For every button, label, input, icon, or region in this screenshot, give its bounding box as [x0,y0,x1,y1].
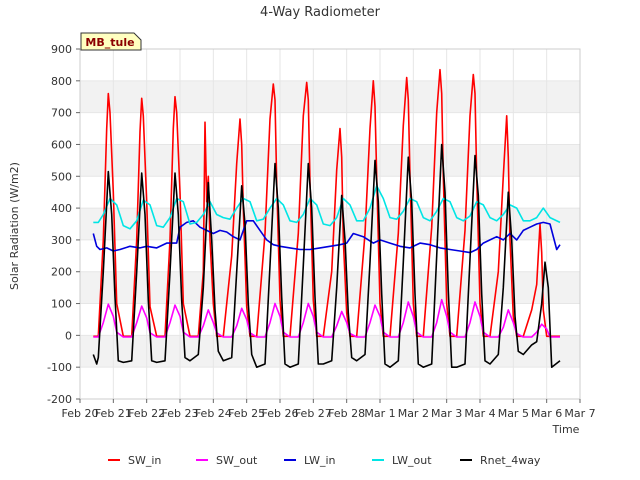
legend-label-lw-in: LW_in [304,454,336,467]
x-tick-label-1: Feb 21 [95,407,132,420]
y-tick-label-900: 900 [51,43,72,56]
y-axis-ticks: -200 -100 0 100 200 300 400 500 600 700 800 900 [47,43,80,406]
legend: SW_in SW_out LW_in LW_out Rnet_4way [108,454,541,467]
x-tick-label-7: Feb 27 [295,407,332,420]
x-tick-label-8: Feb 28 [328,407,365,420]
background-bands [80,80,580,368]
legend-label-sw-in: SW_in [128,454,161,467]
x-tick-label-4: Feb 24 [195,407,232,420]
x-tick-label-14: Mar 6 [531,407,562,420]
x-tick-label-13: Mar 5 [498,407,529,420]
band-700 [80,80,580,113]
x-tick-label-0: Feb 20 [62,407,99,420]
y-tick-label--200: -200 [47,393,72,406]
y-tick-label-100: 100 [51,298,72,311]
series-layer [92,68,561,369]
y-tick-label--100: -100 [47,361,72,374]
y-tick-label-500: 500 [51,170,72,183]
y-tick-label-200: 200 [51,266,72,279]
x-tick-label-6: Feb 26 [262,407,299,420]
y-tick-label-700: 700 [51,107,72,120]
y-axis-label: Solar Radiation (W/m2) [8,162,21,290]
y-tick-label-400: 400 [51,202,72,215]
site-label-text: MB_tule [85,36,134,49]
x-axis-label: Time [552,423,580,436]
x-tick-label-15: Mar 7 [564,407,595,420]
x-tick-label-12: Mar 4 [464,407,495,420]
band-500 [80,144,580,177]
y-tick-label-600: 600 [51,138,72,151]
band-300 [80,208,580,240]
legend-label-lw-out: LW_out [392,454,432,467]
legend-label-sw-out: SW_out [216,454,258,467]
y-tick-label-300: 300 [51,234,72,247]
site-label-box [80,32,142,51]
legend-label-rnet-4way: Rnet_4way [480,454,541,467]
y-tick-label-0: 0 [65,329,72,342]
site-label-badge: MB_tule [80,32,142,51]
series-line-sw-out [93,298,560,338]
x-tick-label-9: Mar 1 [364,407,395,420]
chart-title: 4-Way Radiometer [260,5,381,20]
x-tick-label-10: Mar 2 [398,407,429,420]
plot-frame [79,48,581,400]
y-tick-label-800: 800 [51,75,72,88]
series-line-rnet-4way [92,143,561,369]
x-tick-label-3: Feb 23 [162,407,199,420]
series-line-lw-in [92,220,561,254]
series-line-sw-in [93,68,560,338]
x-tick-label-11: Mar 3 [431,407,462,420]
x-tick-label-5: Feb 25 [228,407,265,420]
x-tick-label-2: Feb 22 [128,407,165,420]
